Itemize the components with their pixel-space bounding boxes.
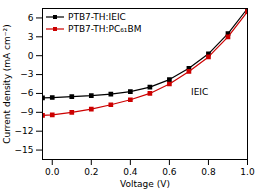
html-text:PTB7-TH:PC₆₁BM: PTB7-TH:PC₆₁BM [68,24,142,34]
svg-text:0.6: 0.6 [162,167,177,177]
svg-text:Voltage (V): Voltage (V) [120,179,170,189]
svg-text:Current density (mA cm⁻²): Current density (mA cm⁻²) [2,24,12,143]
svg-text:0.0: 0.0 [45,167,60,177]
svg-text:IEIC: IEIC [191,87,208,97]
svg-text:1.0: 1.0 [240,167,255,177]
svg-text:−3: −3 [20,69,33,79]
svg-text:−12: −12 [15,126,34,136]
svg-text:0.2: 0.2 [84,167,98,177]
svg-text:6: 6 [28,13,34,23]
html-text:PTB7-TH:IEIC: PTB7-TH:IEIC [68,12,126,22]
svg-text:3: 3 [28,32,34,42]
svg-text:0.8: 0.8 [201,167,216,177]
svg-text:−15: −15 [15,145,34,155]
svg-text:0: 0 [28,51,34,61]
svg-text:−9: −9 [20,107,34,117]
svg-text:−6: −6 [20,88,34,98]
svg-text:0.4: 0.4 [123,167,138,177]
